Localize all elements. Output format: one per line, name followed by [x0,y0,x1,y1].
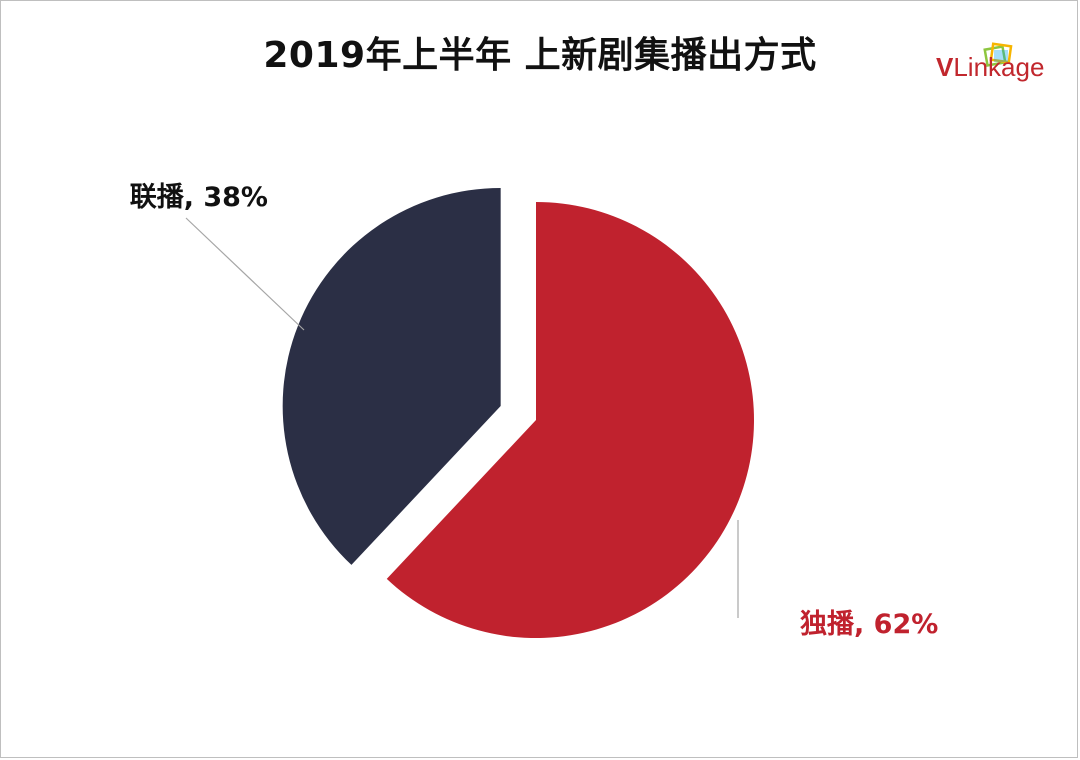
logo-wordmark-v: V [936,52,954,82]
chart-title: 2019年上半年 上新剧集播出方式 [263,35,817,76]
logo-square-blue [994,50,1008,62]
logo-wordmark: VLinkage [936,52,1044,83]
logo-wordmark-rest: Linkage [953,52,1045,82]
logo-square-yellow [989,42,1013,64]
pie-slice-simulcast [282,188,501,565]
data-label-exclusive: 独播, 62% [800,609,938,640]
data-label-simulcast: 联播, 38% [130,182,268,213]
vlinkage-logo: VLinkage [936,42,1066,88]
leader-line-simulcast [185,217,305,331]
pie-slice-exclusive [386,202,754,638]
logo-mark-icon [983,42,1013,67]
